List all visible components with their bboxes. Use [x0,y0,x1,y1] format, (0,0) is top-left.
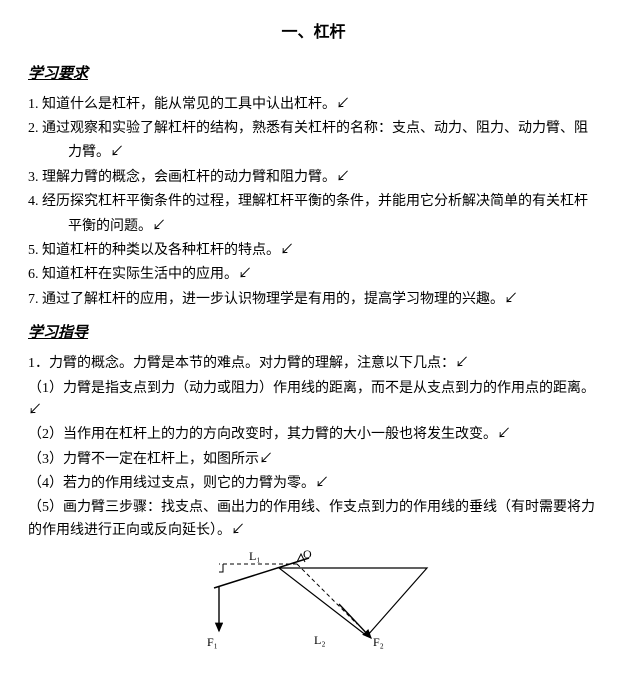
guide-lead: 1．力臂的概念。力臂是本节的难点。对力臂的理解，注意以下几点：↙ [28,353,599,375]
section-heading-requirements: 学习要求 [28,62,599,86]
guide-item: （1）力臂是指支点到力（动力或阻力）作用线的距离，而不是从支点到力的作用点的距离… [28,378,599,423]
label-f2: F₂ [373,635,384,649]
guide-item: （2）当作用在杠杆上的力的方向改变时，其力臂的大小一般也将发生改变。↙ [28,424,599,446]
guide-list: （1）力臂是指支点到力（动力或阻力）作用线的距离，而不是从支点到力的作用点的距离… [28,378,599,543]
req-item: 7. 通过了解杠杆的应用，进一步认识物理学是有用的，提高学习物理的兴趣。↙ [28,289,599,311]
req-item: 4. 经历探究杠杆平衡条件的过程，理解杠杆平衡的条件，并能用它分析解决简单的有关… [28,191,599,213]
guide-item: （5）画力臂三步骤：找支点、画出力的作用线、作支点到力的作用线的垂线（有时需要将… [28,497,599,542]
label-l1: L₁ [249,549,261,563]
label-f1: F₁ [207,635,218,649]
req-item: 6. 知道杠杆在实际生活中的应用。↙ [28,264,599,286]
req-item: 5. 知道杠杆的种类以及各种杠杆的特点。↙ [28,240,599,262]
req-item: 3. 理解力臂的概念，会画杠杆的动力臂和阻力臂。↙ [28,167,599,189]
req-item: 1. 知道什么是杠杆，能从常见的工具中认出杠杆。↙ [28,94,599,116]
requirements-list: 1. 知道什么是杠杆，能从常见的工具中认出杠杆。↙2. 通过观察和实验了解杠杆的… [28,94,599,312]
guide-item: （3）力臂不一定在杠杆上，如图所示↙ [28,449,599,471]
label-l2: L₂ [314,633,326,647]
req-item: 平衡的问题。↙ [68,216,599,238]
section-heading-guide: 学习指导 [28,321,599,345]
page-title: 一、杠杆 [28,20,599,46]
req-item: 2. 通过观察和实验了解杠杆的结构，熟悉有关杠杆的名称：支点、动力、阻力、动力臂… [28,118,599,140]
label-o: O [303,547,312,561]
lever-diagram: L₁ O F₁ L₂ F₂ [189,546,439,656]
req-item: 力臂。↙ [68,142,599,164]
guide-item: （4）若力的作用线过支点，则它的力臂为零。↙ [28,473,599,495]
